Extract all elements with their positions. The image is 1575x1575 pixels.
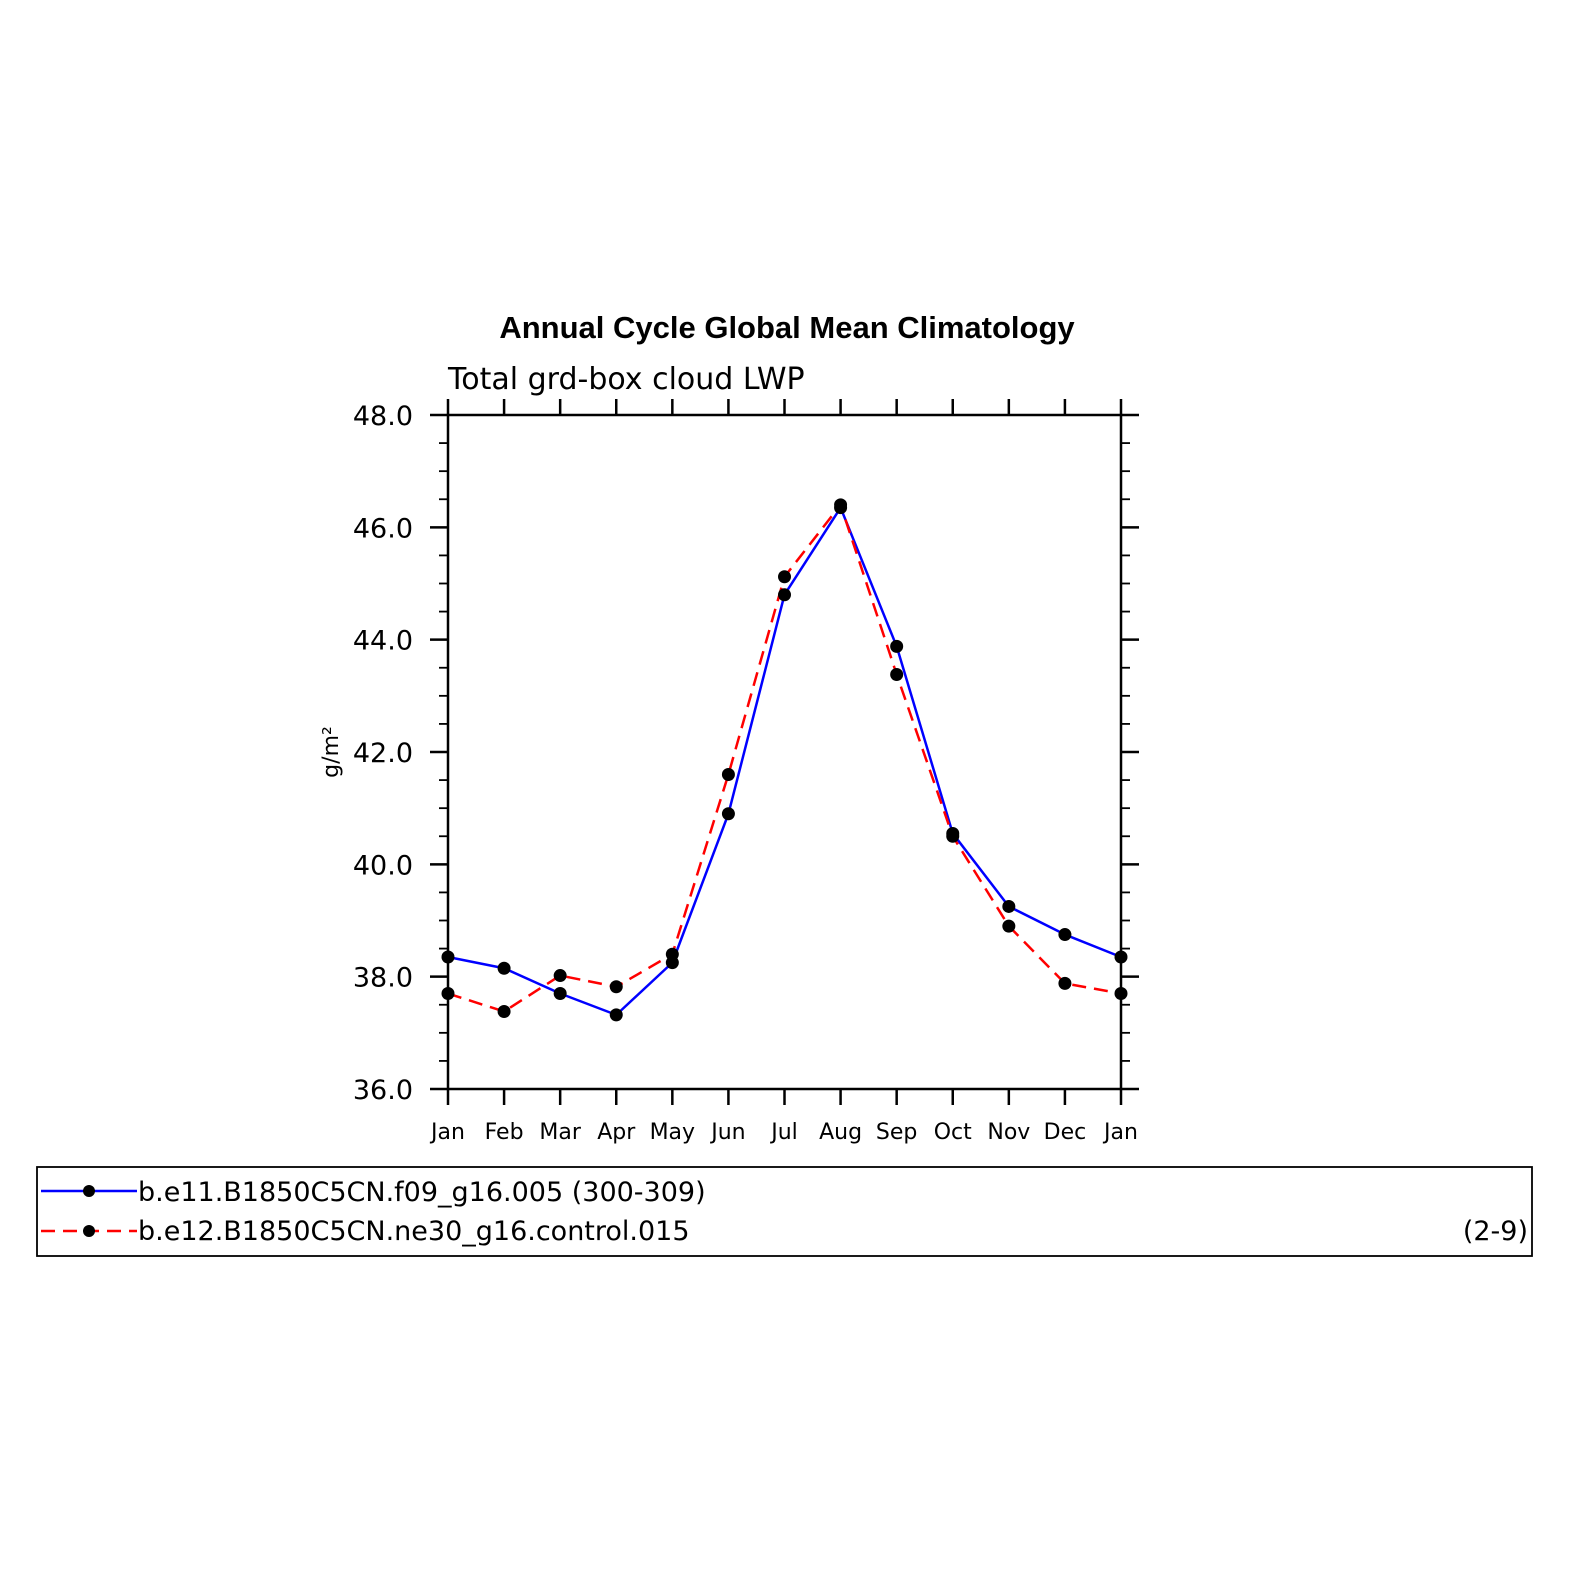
data-point: [497, 961, 511, 975]
x-tick-label: Oct: [934, 1120, 972, 1145]
data-point: [1114, 987, 1128, 1001]
series-markers-2: [441, 498, 1128, 1018]
data-point: [1114, 950, 1128, 964]
data-point: [778, 570, 791, 584]
legend-marker-series-2: [83, 1225, 95, 1237]
x-tick-label: Nov: [987, 1120, 1030, 1145]
legend-label-series-2: b.e12.B1850C5CN.ne30_g16.control.015: [138, 1216, 690, 1247]
x-tick-label: Apr: [597, 1120, 636, 1145]
x-tick-label: Jan: [429, 1120, 465, 1145]
series-layer: [441, 498, 1128, 1022]
legend-marker-series-1: [83, 1185, 95, 1197]
x-tick-label: Feb: [485, 1120, 524, 1145]
y-tick-label: 42.0: [353, 738, 413, 769]
data-point: [946, 829, 960, 843]
data-point: [1058, 976, 1072, 990]
legend-box: [36, 1166, 1533, 1257]
x-tick-label: Jan: [1102, 1120, 1138, 1145]
y-tick-label: 46.0: [353, 513, 413, 544]
x-tick-label: Dec: [1044, 1120, 1087, 1145]
legend-label-series-1: b.e11.B1850C5CN.f09_g16.005 (300-309): [138, 1177, 706, 1208]
data-point: [441, 987, 455, 1001]
legend-entry-series-2: b.e12.B1850C5CN.ne30_g16.control.015 (2-…: [41, 1216, 1528, 1247]
data-point: [665, 947, 679, 961]
data-point: [721, 807, 735, 821]
series-1: [447, 506, 1122, 1017]
x-tick-label: Jun: [709, 1120, 745, 1145]
axis-ticks: [430, 399, 1139, 1105]
chart-title: Annual Cycle Global Mean Climatology: [499, 310, 1075, 345]
data-point: [778, 588, 791, 602]
data-point: [497, 1004, 511, 1018]
y-axis-label: g/m²: [319, 726, 344, 778]
x-tick-label: Aug: [819, 1120, 862, 1145]
data-point: [609, 1008, 623, 1022]
data-point: [1002, 919, 1016, 933]
series-line-1: [447, 506, 1122, 1017]
data-point: [553, 969, 567, 983]
x-tick-label: Jul: [769, 1120, 798, 1145]
y-tick-label: 36.0: [353, 1075, 413, 1106]
y-tick-label: 48.0: [353, 401, 413, 432]
chart-subtitle: Total grd-box cloud LWP: [447, 362, 805, 397]
legend-entry-series-1: b.e11.B1850C5CN.f09_g16.005 (300-309): [41, 1177, 706, 1208]
y-tick-label: 40.0: [353, 850, 413, 881]
legend: b.e11.B1850C5CN.f09_g16.005 (300-309) b.…: [36, 1166, 1533, 1257]
data-point: [553, 987, 567, 1001]
y-tick-label: 44.0: [353, 626, 413, 657]
data-point: [1002, 899, 1016, 913]
x-tick-label: Sep: [876, 1120, 917, 1145]
data-point: [721, 767, 735, 781]
data-point: [890, 667, 904, 681]
x-tick-label: Mar: [539, 1120, 581, 1145]
y-tick-label: 38.0: [353, 963, 413, 994]
legend-label-series-2-period: (2-9): [1463, 1216, 1528, 1247]
data-point: [609, 980, 623, 994]
data-point: [890, 639, 904, 653]
data-point: [441, 950, 455, 964]
data-point: [834, 498, 848, 512]
data-point: [1058, 928, 1072, 942]
x-tick-label: May: [650, 1120, 695, 1145]
series-markers-1: [441, 501, 1128, 1022]
axis-tick-labels: Jan Feb Mar Apr May Jun Jul Aug Sep Oct Nov Dec Jan 3…: [353, 401, 1138, 1145]
